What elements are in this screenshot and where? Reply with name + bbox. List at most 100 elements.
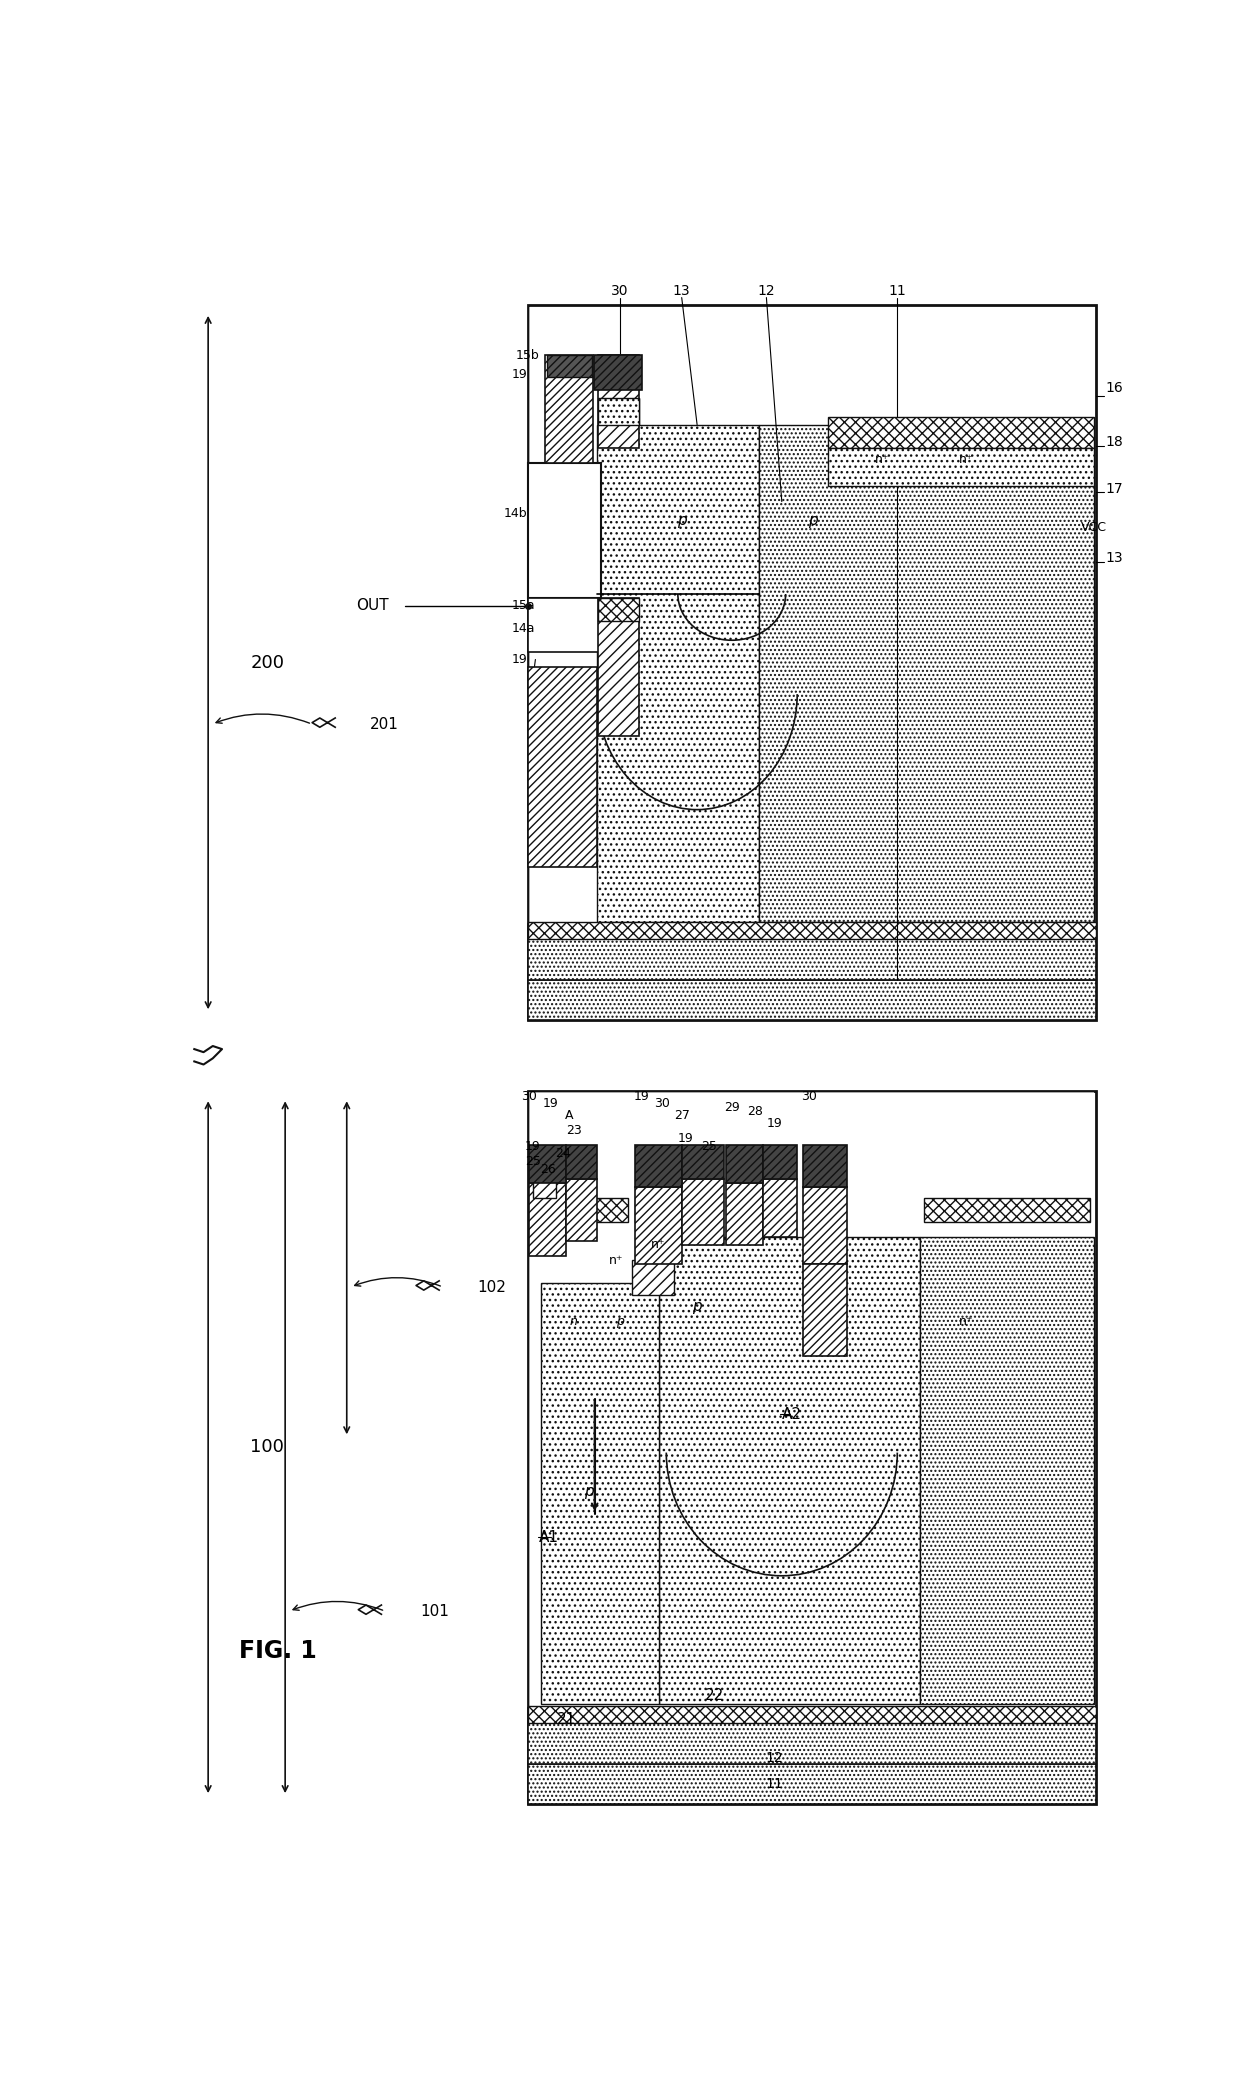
Text: 19: 19 xyxy=(512,654,528,666)
Text: 11: 11 xyxy=(888,285,906,298)
Text: 100: 100 xyxy=(250,1439,284,1455)
Bar xyxy=(635,1199,682,1222)
Text: A1: A1 xyxy=(539,1530,559,1545)
Text: OUT: OUT xyxy=(356,598,389,612)
Text: 29: 29 xyxy=(724,1101,739,1114)
Bar xyxy=(529,306,1095,1018)
Bar xyxy=(727,1183,763,1245)
Bar xyxy=(546,356,593,462)
Bar xyxy=(529,1183,567,1255)
Bar xyxy=(596,425,759,922)
Text: FIG. 1: FIG. 1 xyxy=(238,1639,316,1664)
Bar xyxy=(567,1145,596,1178)
Text: 19: 19 xyxy=(543,1097,559,1110)
Text: 23: 23 xyxy=(565,1124,582,1137)
Bar xyxy=(528,924,1096,981)
Text: n⁺: n⁺ xyxy=(874,452,889,466)
Text: n: n xyxy=(570,1316,578,1328)
Bar xyxy=(528,306,1096,1020)
Bar xyxy=(529,1093,1095,1803)
Bar xyxy=(528,462,601,598)
Text: 19: 19 xyxy=(525,1139,541,1153)
Bar xyxy=(598,598,639,620)
Bar xyxy=(804,1145,847,1187)
Text: A: A xyxy=(565,1110,574,1122)
Text: 12: 12 xyxy=(758,285,775,298)
Bar xyxy=(528,666,596,868)
Bar xyxy=(635,1187,682,1264)
Bar xyxy=(920,1237,1094,1703)
Bar xyxy=(658,1237,920,1703)
Bar xyxy=(528,598,601,652)
Text: n⁺: n⁺ xyxy=(960,1316,973,1328)
Text: 24: 24 xyxy=(554,1147,570,1160)
Bar xyxy=(828,416,1094,448)
Bar xyxy=(804,1187,847,1264)
Bar xyxy=(682,1145,724,1178)
Bar xyxy=(529,1199,570,1222)
Text: n⁺: n⁺ xyxy=(651,1239,666,1251)
Text: 13: 13 xyxy=(673,285,691,298)
Text: 15a: 15a xyxy=(512,600,536,612)
Bar xyxy=(529,1145,567,1183)
Text: p: p xyxy=(692,1299,702,1314)
Text: p: p xyxy=(677,514,687,529)
Bar xyxy=(727,1145,763,1183)
Bar xyxy=(804,1264,847,1355)
Text: 25: 25 xyxy=(525,1156,541,1168)
Bar xyxy=(528,1091,1096,1803)
Text: 21: 21 xyxy=(557,1711,575,1726)
Text: p: p xyxy=(616,1316,624,1328)
Text: 15b: 15b xyxy=(516,350,539,362)
Text: 30: 30 xyxy=(655,1097,671,1110)
Text: 101: 101 xyxy=(420,1603,449,1618)
Bar xyxy=(763,1145,797,1178)
Bar xyxy=(528,1707,1096,1763)
Text: 22: 22 xyxy=(704,1689,724,1703)
Bar xyxy=(682,1178,724,1245)
Text: p: p xyxy=(584,1484,594,1499)
Bar xyxy=(528,981,1096,1020)
Bar xyxy=(598,356,639,448)
Text: 19: 19 xyxy=(512,369,528,381)
Bar xyxy=(533,1176,557,1199)
Text: n⁺: n⁺ xyxy=(960,452,973,466)
Text: 19: 19 xyxy=(634,1089,650,1103)
Text: 27: 27 xyxy=(673,1110,689,1122)
Bar xyxy=(567,1199,627,1222)
Text: 14b: 14b xyxy=(505,506,528,520)
Text: 16: 16 xyxy=(1105,381,1123,396)
Bar xyxy=(594,356,642,389)
Text: 11: 11 xyxy=(765,1778,782,1791)
Bar xyxy=(599,398,640,425)
Text: 26: 26 xyxy=(541,1162,557,1176)
Text: 17: 17 xyxy=(1105,481,1123,496)
Text: 102: 102 xyxy=(477,1280,506,1295)
Bar xyxy=(763,1178,797,1237)
Bar xyxy=(598,598,639,737)
Bar xyxy=(598,398,639,425)
Bar xyxy=(567,1178,596,1241)
Text: n⁺: n⁺ xyxy=(609,1253,624,1266)
Text: 30: 30 xyxy=(801,1089,817,1103)
Bar xyxy=(924,1199,1090,1222)
Bar xyxy=(828,448,1094,487)
Bar xyxy=(528,1763,1096,1803)
Text: 200: 200 xyxy=(250,654,284,672)
Text: 19: 19 xyxy=(766,1116,782,1131)
Text: 30: 30 xyxy=(611,285,629,298)
Text: 13: 13 xyxy=(1105,552,1123,564)
Text: p: p xyxy=(807,514,817,529)
Text: 201: 201 xyxy=(370,716,399,731)
Bar xyxy=(759,425,1095,922)
Text: 12: 12 xyxy=(765,1751,782,1766)
Bar xyxy=(528,1705,1096,1722)
Text: 30: 30 xyxy=(521,1089,537,1103)
Bar xyxy=(547,356,591,377)
Text: 25: 25 xyxy=(701,1139,717,1153)
Text: 28: 28 xyxy=(746,1106,763,1118)
Bar xyxy=(635,1145,682,1187)
Bar xyxy=(631,1260,675,1295)
Bar xyxy=(528,922,1096,939)
Text: 14a: 14a xyxy=(512,623,536,635)
